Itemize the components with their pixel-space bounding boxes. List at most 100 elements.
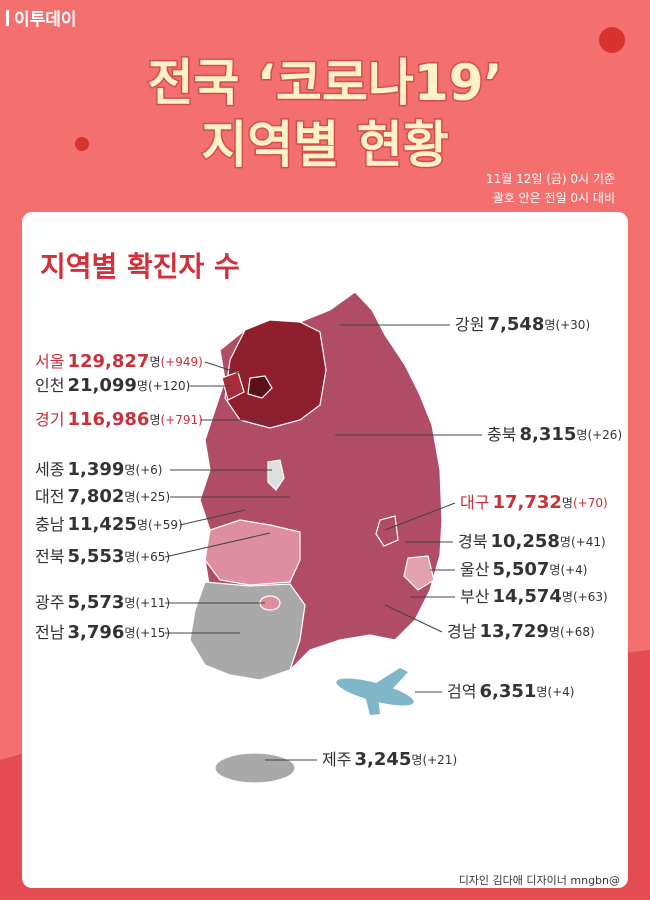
- region-change: (+25): [135, 490, 170, 504]
- region-name: 부산: [460, 587, 490, 606]
- region-count: 13,729: [479, 621, 548, 642]
- region-count: 21,099: [67, 375, 136, 396]
- region-label: 서울 129,827명(+949): [35, 351, 203, 372]
- region-name: 제주: [322, 750, 351, 769]
- title-line-1: 전국 ‘코로나19’: [148, 54, 503, 112]
- unit: 명: [536, 685, 547, 699]
- region-name: 경북: [458, 532, 487, 551]
- region-label: 경북 10,258명(+41): [458, 531, 606, 552]
- leader-line: [384, 502, 456, 531]
- unit: 명: [544, 318, 555, 332]
- region-change: (+11): [135, 596, 170, 610]
- region-name: 인천: [35, 376, 64, 395]
- unit: 명: [411, 753, 422, 767]
- region-count: 7,548: [487, 314, 544, 335]
- title-line-2: 지역별 현황: [201, 116, 448, 174]
- region-change: (+120): [148, 379, 190, 393]
- region-change: (+949): [160, 355, 202, 369]
- region-name: 전북: [35, 547, 64, 566]
- leader-line: [164, 532, 271, 558]
- region-name: 검역: [447, 682, 476, 701]
- region-label: 대전 7,802명(+25): [35, 486, 170, 507]
- region-count: 129,827: [67, 351, 149, 372]
- region-count: 10,258: [490, 531, 559, 552]
- region-label: 충남 11,425명(+59): [35, 514, 183, 535]
- region-change: (+68): [560, 625, 595, 639]
- region-count: 17,732: [492, 492, 561, 513]
- unit: 명: [549, 625, 560, 639]
- unit: 명: [562, 496, 573, 510]
- region-label: 강원 7,548명(+30): [455, 314, 590, 335]
- region-name: 대구: [460, 493, 489, 512]
- region-change: (+70): [573, 496, 608, 510]
- unit: 명: [124, 550, 135, 564]
- region-count: 11,425: [67, 514, 136, 535]
- date-note: 11월 12일 (금) 0시 기준: [486, 172, 615, 186]
- card-title: 지역별 확진자 수: [40, 250, 240, 283]
- unit: 명: [560, 535, 571, 549]
- region-label: 광주 5,573명(+11): [35, 592, 170, 613]
- region-count: 3,796: [67, 622, 124, 643]
- region-name: 충북: [487, 425, 516, 444]
- region-change: (+30): [555, 318, 590, 332]
- region-name: 경남: [447, 622, 477, 641]
- credit: 디자인 김다애 디자이너 mngbn@: [459, 874, 620, 887]
- region-name: 울산: [460, 560, 490, 579]
- unit: 명: [124, 490, 135, 504]
- leader-line: [204, 361, 246, 376]
- unit: 명: [149, 355, 160, 369]
- leader-line: [384, 604, 443, 633]
- region-name: 대전: [35, 487, 64, 506]
- unit: 명: [137, 518, 148, 532]
- region-count: 5,573: [67, 592, 124, 613]
- region-change: (+4): [547, 685, 574, 699]
- unit: 명: [137, 379, 148, 393]
- region-change: (+59): [148, 518, 183, 532]
- region-count: 7,802: [67, 486, 124, 507]
- region-change: (+6): [135, 463, 162, 477]
- region-count: 116,986: [67, 409, 149, 430]
- airplane-icon: [336, 668, 414, 715]
- logo-mark: [6, 10, 9, 26]
- unit: 명: [562, 590, 573, 604]
- region-change: (+791): [160, 413, 202, 427]
- unit: 명: [149, 413, 160, 427]
- region-name: 세종: [35, 460, 64, 479]
- region-label: 전남 3,796명(+15): [35, 622, 170, 643]
- unit: 명: [124, 626, 135, 640]
- region-name: 광주: [35, 593, 64, 612]
- region-change: (+15): [135, 626, 170, 640]
- region-count: 8,315: [519, 424, 576, 445]
- region-label: 인천 21,099명(+120): [35, 375, 190, 396]
- region-label: 제주 3,245명(+21): [322, 749, 457, 770]
- logo: 이투데이: [14, 10, 77, 30]
- region-change: (+41): [571, 535, 606, 549]
- region-count: 3,245: [354, 749, 411, 770]
- region-label: 검역 6,351명(+4): [447, 681, 575, 702]
- region-count: 14,574: [492, 586, 561, 607]
- unit: 명: [124, 463, 135, 477]
- region-count: 6,351: [479, 681, 536, 702]
- region-change: (+21): [422, 753, 457, 767]
- region-count: 5,507: [492, 559, 549, 580]
- region-change: (+26): [587, 428, 622, 442]
- unit: 명: [576, 428, 587, 442]
- region-label: 전북 5,553명(+65): [35, 546, 170, 567]
- region-name: 서울: [35, 352, 64, 371]
- region-name: 전남: [35, 623, 65, 642]
- region-count: 5,553: [67, 546, 124, 567]
- region-change: (+4): [560, 563, 587, 577]
- region-name: 강원: [455, 315, 484, 334]
- region-label: 대구 17,732명(+70): [460, 492, 608, 513]
- unit: 명: [549, 563, 560, 577]
- region-count: 1,399: [67, 459, 124, 480]
- unit: 명: [124, 596, 135, 610]
- region-change: (+63): [573, 590, 608, 604]
- region-label: 경남 13,729명(+68): [447, 621, 595, 642]
- region-label: 부산 14,574명(+63): [460, 586, 608, 607]
- region-name: 충남: [35, 515, 65, 534]
- region-name: 경기: [35, 410, 64, 429]
- compare-note: 괄호 안은 전일 0시 대비: [493, 191, 615, 205]
- leader-line: [179, 509, 246, 526]
- region-label: 경기 116,986명(+791): [35, 409, 203, 430]
